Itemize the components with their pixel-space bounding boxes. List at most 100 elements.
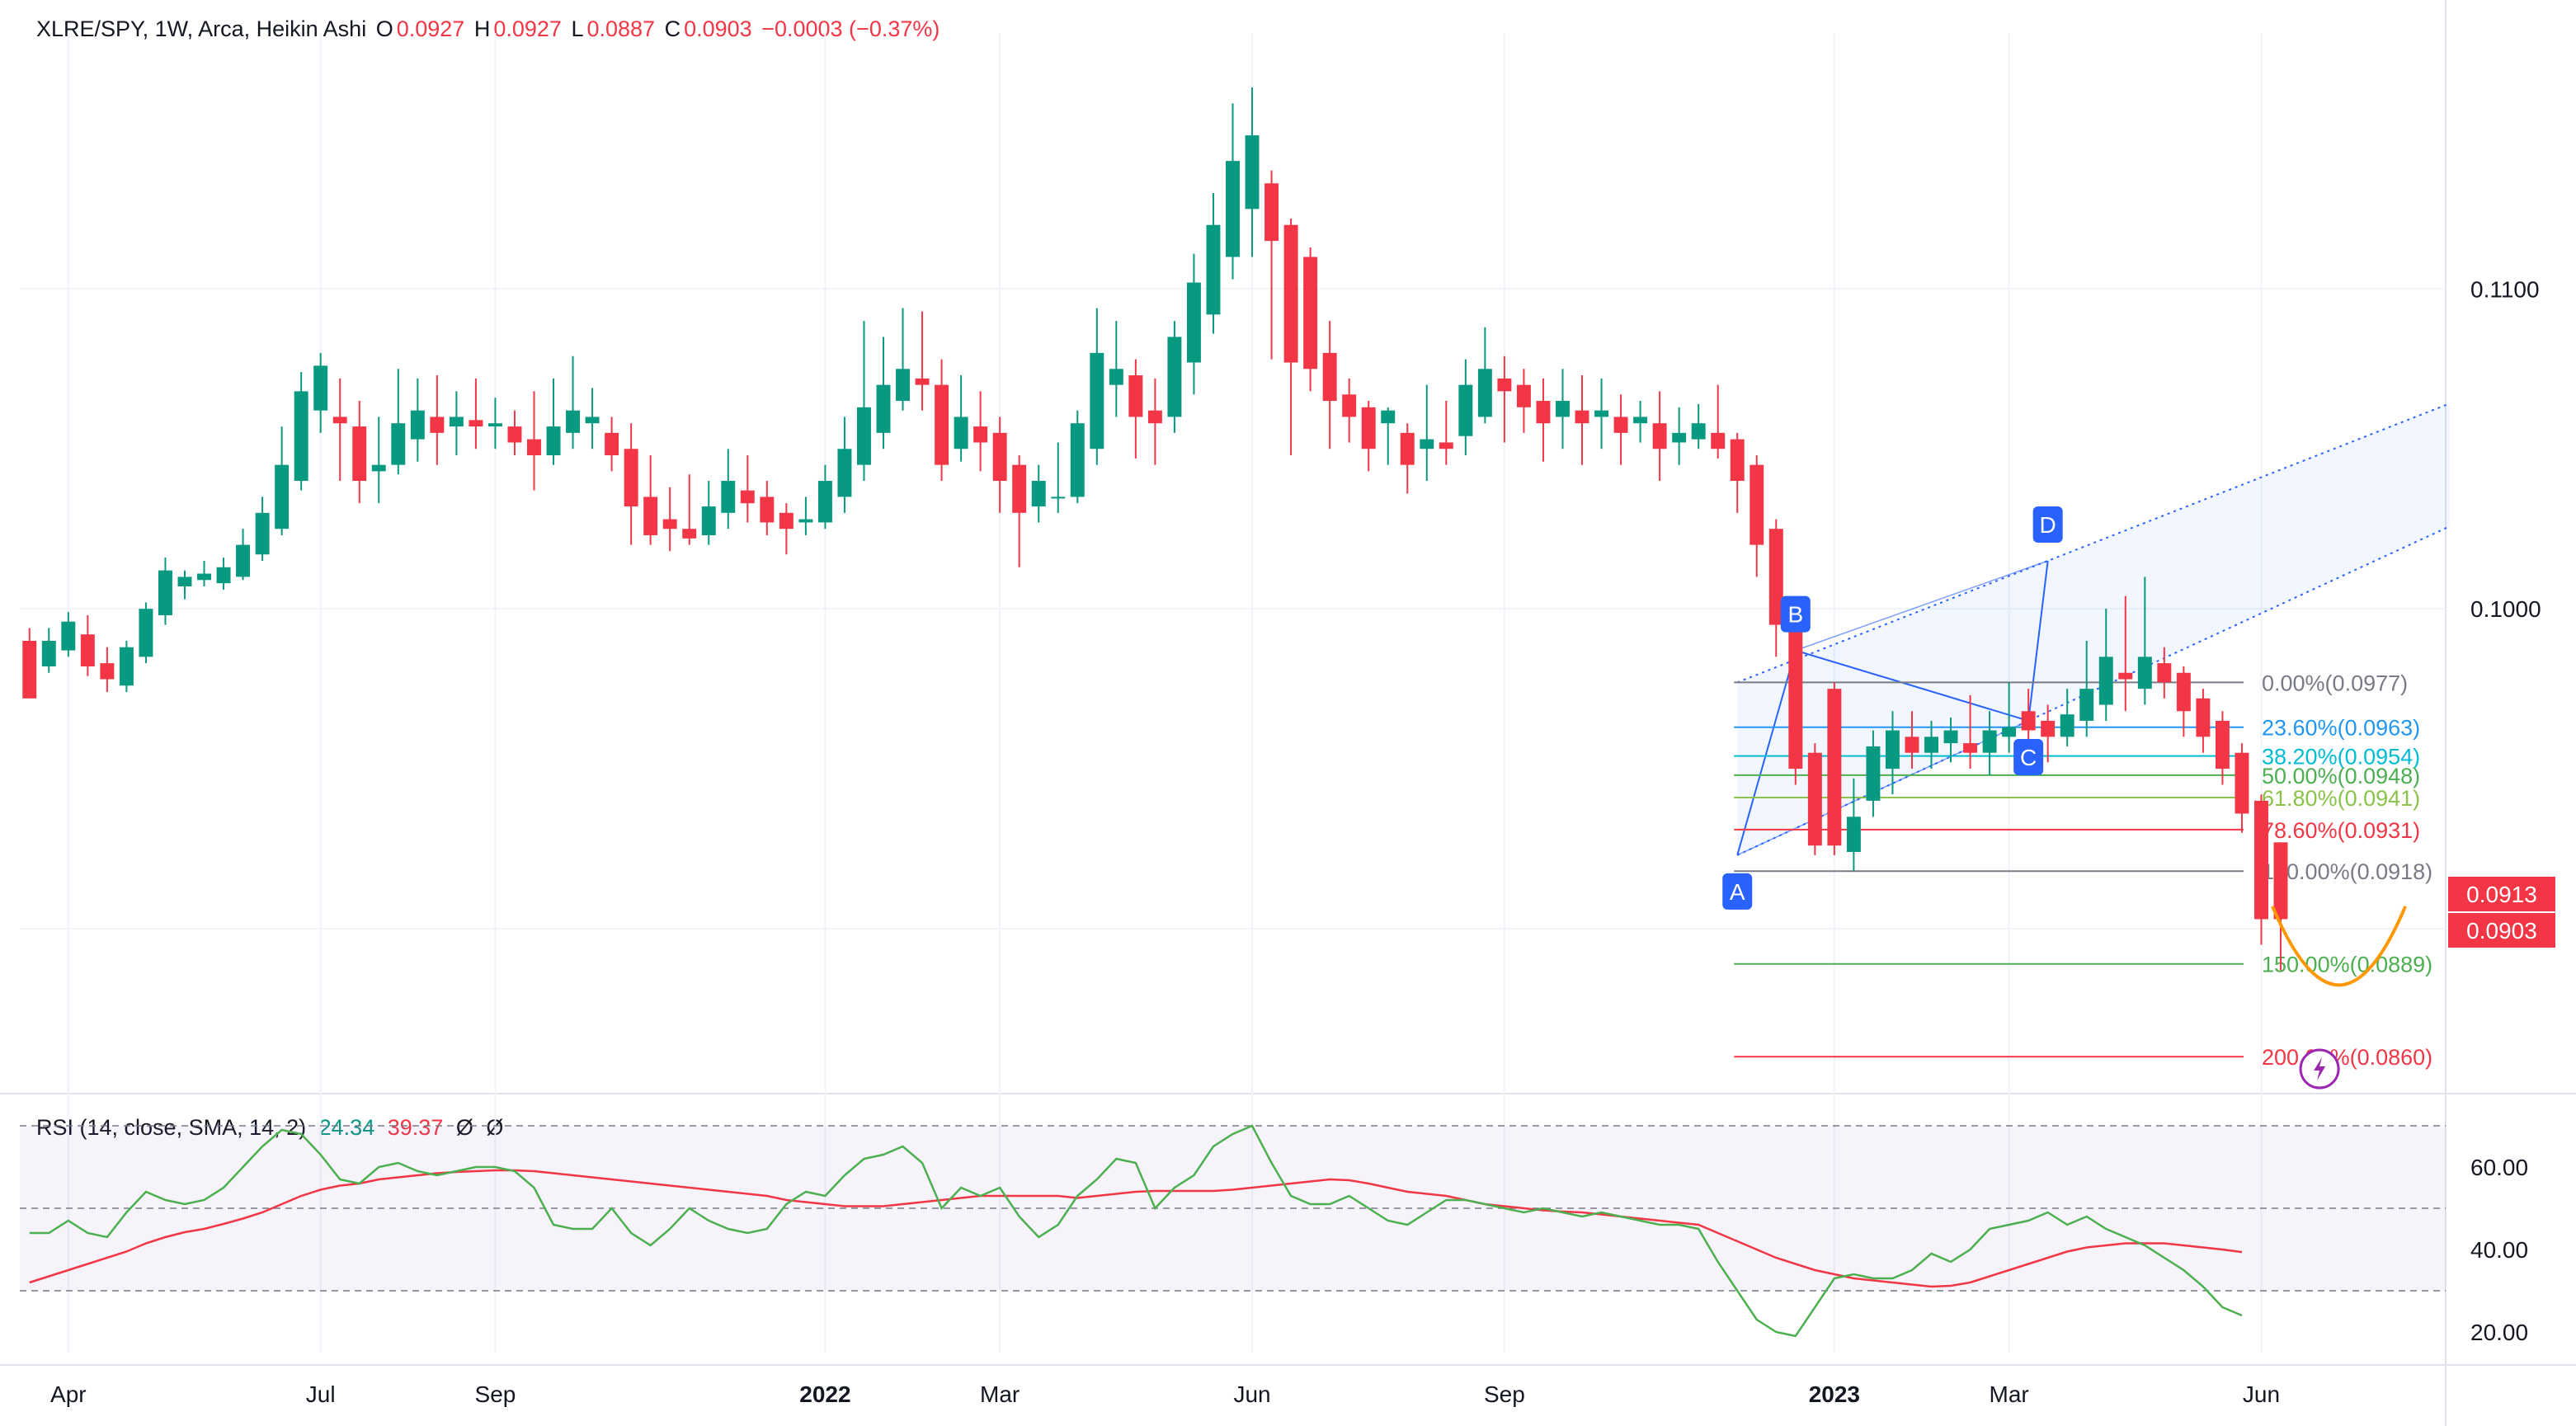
candle-body <box>177 577 192 587</box>
rsi-extra-1: Ø <box>456 1115 473 1140</box>
candle-body <box>430 417 445 433</box>
candle-body <box>915 378 930 385</box>
candle-body <box>216 567 231 584</box>
candle-body <box>1147 410 1162 424</box>
candle-body <box>1477 369 1492 417</box>
candle-body <box>2157 663 2172 683</box>
candle-body <box>1109 369 1123 385</box>
candle-body <box>1283 224 1298 363</box>
candle-body <box>935 384 949 465</box>
candle-body <box>721 481 736 513</box>
candle-body <box>61 621 76 651</box>
high-label: H <box>473 16 491 41</box>
candle-body <box>410 410 425 440</box>
change-value: −0.0003 (−0.37%) <box>761 16 940 41</box>
candle-body <box>139 609 153 657</box>
candle-body <box>624 449 638 507</box>
candle-body <box>2176 672 2191 712</box>
candle-body <box>352 426 367 482</box>
candle-body <box>546 426 561 455</box>
candle-body <box>236 544 251 577</box>
pattern-point-badge <box>2013 738 2044 775</box>
candle-body <box>2273 842 2288 920</box>
last-price-badge <box>2448 913 2555 948</box>
candle-body <box>313 365 328 411</box>
time-tick-label: Jun <box>2243 1381 2280 1407</box>
close-value: 0.0903 <box>684 16 752 41</box>
candle-body <box>1167 336 1182 417</box>
candle-body <box>255 512 270 555</box>
candle-body <box>1303 256 1318 369</box>
candle-body <box>1633 417 1648 424</box>
candle-body <box>80 634 95 666</box>
candle-body <box>371 464 386 472</box>
candle-body <box>1575 410 1589 424</box>
candle-body <box>1400 432 1415 465</box>
rsi-ma-line <box>29 1169 2243 1288</box>
fib-level-label: 23.60%(0.0963) <box>2262 716 2420 741</box>
rsi-ma-value: 39.37 <box>388 1115 444 1140</box>
candle-body <box>1556 401 1570 417</box>
candle-body <box>1807 752 1822 846</box>
candle-body <box>876 384 891 433</box>
candle-body <box>1711 432 1726 449</box>
candle-body <box>837 449 852 497</box>
candle-body <box>391 423 406 465</box>
fib-level-label: 61.80%(0.0941) <box>2262 786 2420 811</box>
candle-body <box>1943 730 1958 744</box>
candle-body <box>566 410 581 433</box>
candle-body <box>1186 282 1201 363</box>
wedge-upper-line <box>1736 402 2451 684</box>
pattern-point-label: C <box>2020 745 2037 770</box>
candle-body <box>1439 442 1453 449</box>
pattern-point-badge <box>1780 595 1811 633</box>
rsi-tick-label: 60.00 <box>2470 1155 2528 1180</box>
candle-body <box>682 529 697 539</box>
candle-body <box>1342 394 1357 417</box>
candle-body <box>662 519 677 529</box>
time-tick-label: Mar <box>1990 1381 2029 1407</box>
wedge-lower-line <box>1736 525 2451 856</box>
candle-body <box>1691 423 1706 440</box>
open-value: 0.0927 <box>396 16 465 41</box>
candle-body <box>100 663 115 680</box>
symbol-title: XLRE/SPY, 1W, Arca, Heikin Ashi <box>36 16 367 41</box>
time-tick-label: Apr <box>50 1381 87 1407</box>
candle-body <box>22 640 37 699</box>
pattern-point-label: A <box>1730 879 1745 905</box>
candle-body <box>643 497 658 535</box>
candle-body <box>1594 410 1609 417</box>
candle-body <box>1070 423 1085 497</box>
candle-body <box>1963 743 1978 753</box>
candle-body <box>1322 352 1337 402</box>
candle-body <box>2196 698 2211 737</box>
pattern-point-badge <box>1722 873 1753 910</box>
candle-body <box>2215 720 2230 769</box>
candle-body <box>2060 714 2074 737</box>
candle-body <box>469 420 483 427</box>
candle-body <box>1516 384 1531 407</box>
rsi-tick-label: 20.00 <box>2470 1320 2528 1345</box>
last-price-badge <box>2448 877 2555 911</box>
time-tick-label: 2023 <box>1809 1381 1860 1407</box>
fib-level-label: 38.20%(0.0954) <box>2262 745 2420 769</box>
candle-body <box>798 519 813 523</box>
candle-body <box>992 432 1007 482</box>
time-tick-label: Sep <box>1484 1381 1525 1407</box>
candle-body <box>487 423 502 427</box>
rsi-label: RSI (14, close, SMA, 14, 2) <box>36 1115 306 1140</box>
candle-body <box>779 512 794 529</box>
time-tick-label: Jun <box>1233 1381 1270 1407</box>
candle-body <box>1730 439 1745 482</box>
fib-level-label: 200.00%(0.0860) <box>2262 1045 2432 1070</box>
candle-body <box>1924 737 1938 753</box>
candle-body <box>1846 817 1861 852</box>
candle-body <box>2137 657 2152 689</box>
candle-body <box>294 391 308 482</box>
candle-body <box>2254 800 2268 920</box>
candle-body <box>1458 384 1473 436</box>
fib-level-label: 50.00%(0.0948) <box>2262 764 2420 788</box>
candle-body <box>2235 752 2249 814</box>
candle-body <box>1866 746 1881 801</box>
